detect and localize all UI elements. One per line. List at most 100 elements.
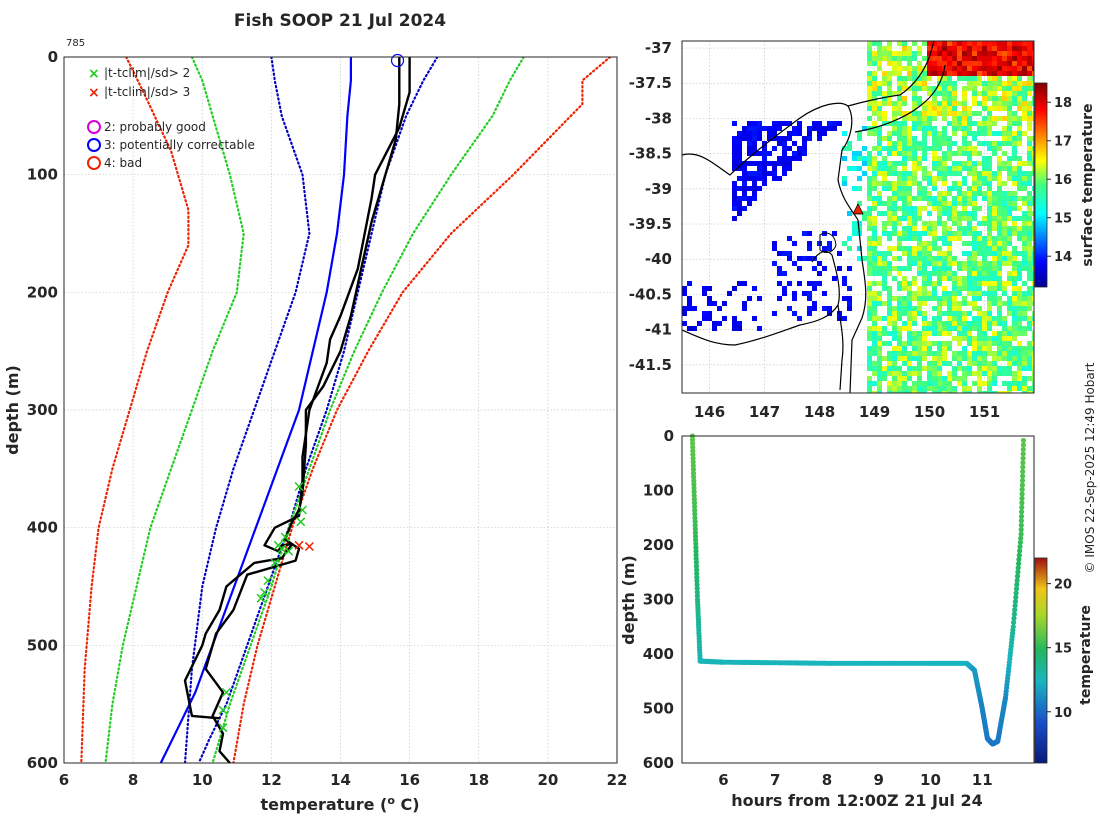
sst-cell — [887, 316, 892, 321]
sst-cell — [907, 211, 912, 216]
sst-cell — [892, 326, 897, 331]
sst-cell — [892, 266, 897, 271]
sst-cell — [932, 386, 937, 391]
sst-cell — [892, 381, 897, 386]
sst-cell — [952, 316, 957, 321]
sst-cell — [937, 86, 942, 91]
sst-cell — [962, 96, 967, 101]
sst-cell — [1022, 66, 1027, 71]
sst-cell — [1012, 71, 1017, 76]
sst-cell — [1012, 196, 1017, 201]
sst-cell — [872, 256, 877, 261]
track-x-tick-label: 10 — [920, 771, 941, 789]
sst-cell — [707, 301, 712, 306]
sst-cell — [1007, 276, 1012, 281]
sst-cell — [832, 276, 837, 281]
track-point — [691, 492, 697, 499]
sst-cell — [987, 246, 992, 251]
sst-cell — [1022, 211, 1027, 216]
sst-cell — [1027, 106, 1032, 111]
sst-cell — [747, 136, 752, 141]
sst-cell — [737, 161, 742, 166]
sst-cell — [1032, 196, 1034, 201]
sst-cell — [827, 126, 832, 131]
sst-cell — [902, 116, 907, 121]
sst-cell — [952, 116, 957, 121]
track-point — [692, 511, 698, 517]
sst-cell — [737, 196, 742, 201]
sst-cell — [772, 246, 777, 251]
sst-cell — [877, 261, 882, 266]
sst-cell — [1027, 391, 1032, 393]
sst-cell — [982, 346, 987, 351]
track-point — [1020, 469, 1026, 475]
sst-cell — [947, 71, 952, 76]
sst-cell — [1032, 336, 1034, 341]
sst-cell — [1027, 346, 1032, 351]
sst-cell — [847, 296, 852, 301]
sst-cell — [937, 246, 942, 251]
sst-cell — [777, 141, 782, 146]
sst-colorbar-tick-label: 16 — [1054, 173, 1072, 188]
sst-cell — [757, 136, 762, 141]
sst-cell — [987, 296, 992, 301]
sst-cell — [752, 191, 757, 196]
sst-cell — [922, 296, 927, 301]
sst-cell — [1017, 81, 1022, 86]
sst-cell — [1027, 51, 1032, 56]
sst-cell — [1032, 46, 1034, 51]
sst-cell — [747, 171, 752, 176]
sst-cell — [917, 211, 922, 216]
sst-cell — [917, 336, 922, 341]
sst-cell — [997, 261, 1002, 266]
sst-cell — [1002, 166, 1007, 171]
sst-cell — [952, 286, 957, 291]
sst-cell — [1027, 146, 1032, 151]
sst-cell — [922, 81, 927, 86]
sst-cell — [897, 241, 902, 246]
sst-cell — [997, 231, 1002, 236]
sst-cell — [972, 86, 977, 91]
sst-cell — [877, 201, 882, 206]
sst-cell — [952, 186, 957, 191]
sst-cell — [1017, 276, 1022, 281]
legend-red-cross-icon: × — [88, 85, 100, 101]
sst-cell — [687, 296, 692, 301]
sst-cell — [952, 61, 957, 66]
track-point — [692, 530, 699, 536]
sst-cell — [962, 281, 967, 286]
sst-cell — [1012, 261, 1017, 266]
sst-cell — [902, 46, 907, 51]
sst-cell — [792, 151, 797, 156]
sst-cell — [1032, 351, 1034, 356]
sst-cell — [787, 121, 792, 126]
sst-cell — [1027, 161, 1032, 166]
sst-cell — [947, 301, 952, 306]
sst-cell — [937, 361, 942, 366]
sst-cell — [1017, 216, 1022, 221]
sst-cell — [987, 181, 992, 186]
sst-cell — [862, 216, 867, 221]
sst-cell — [947, 376, 952, 381]
sst-cell — [982, 56, 987, 61]
sst-cell — [992, 51, 997, 56]
profile-flag-markers — [218, 53, 405, 733]
sst-cell — [1007, 161, 1012, 166]
track-point — [1020, 473, 1026, 479]
sst-cell — [837, 251, 842, 256]
sst-cell — [907, 176, 912, 181]
sst-cell — [932, 96, 937, 101]
sst-cell — [1022, 356, 1027, 361]
sst-cell — [887, 301, 892, 306]
sst-cell — [682, 311, 687, 316]
sst-cell — [777, 176, 782, 181]
sst-cell — [732, 151, 737, 156]
sst-cell — [872, 236, 877, 241]
sst-cell — [997, 236, 1002, 241]
sst-cell — [922, 221, 927, 226]
sst-cell — [1027, 236, 1032, 241]
sst-cell — [1027, 361, 1032, 366]
sst-cell — [927, 201, 932, 206]
sst-cell — [947, 261, 952, 266]
